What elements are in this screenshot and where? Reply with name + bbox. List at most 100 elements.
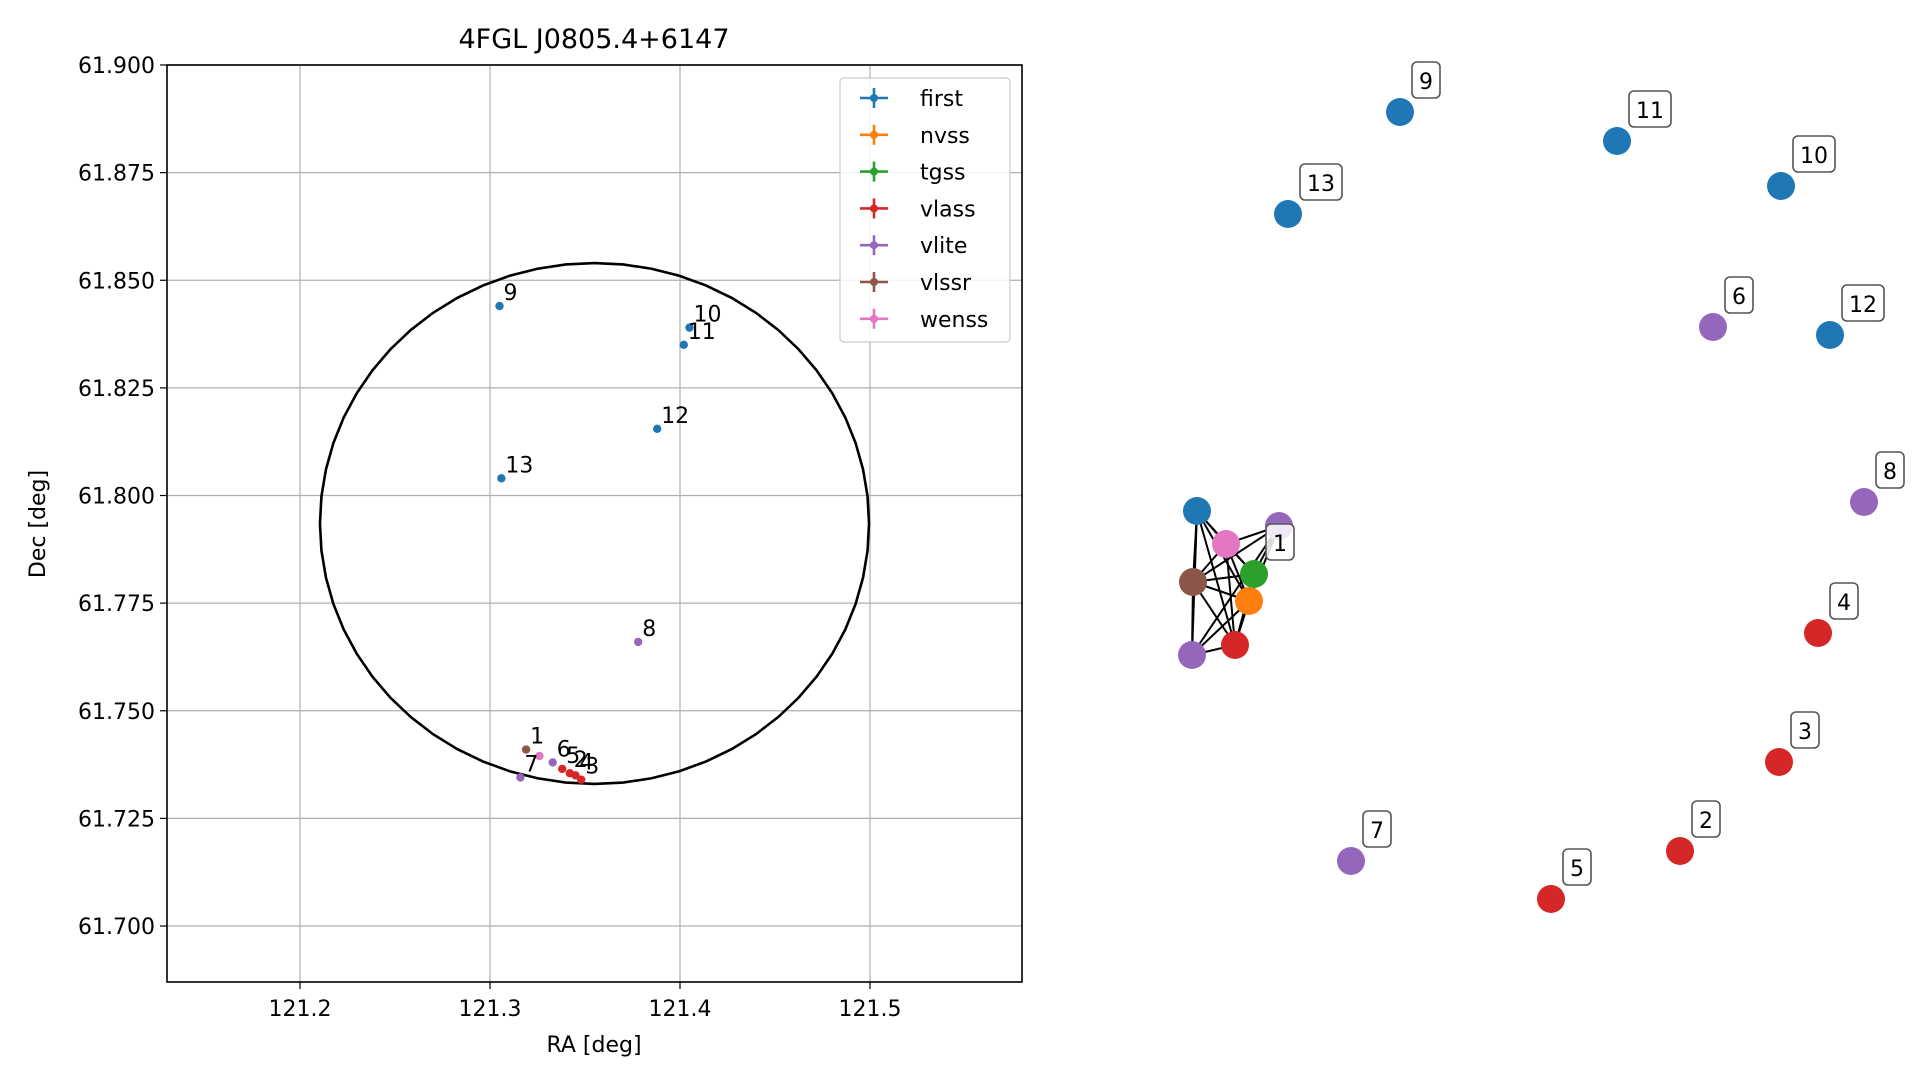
network-label: 7	[1370, 819, 1384, 844]
network-label-box	[1841, 284, 1885, 322]
source-label: 11	[688, 320, 716, 345]
legend-label: first	[920, 87, 963, 112]
plot-frame	[166, 64, 1023, 983]
network-label-box	[1411, 61, 1441, 99]
legend-marker	[870, 241, 878, 250]
chart-title: 4FGL J0805.4+6147	[458, 24, 729, 55]
network-label: 3	[1798, 720, 1812, 745]
ellipse-layer	[318, 261, 871, 786]
y-tick-label: 61.700	[78, 915, 155, 940]
x-tick-label: 121.5	[839, 997, 902, 1022]
network-label: 2	[1699, 809, 1713, 834]
source-label: 3	[585, 755, 599, 780]
x-tick-label: 121.2	[269, 997, 332, 1022]
source-point	[521, 745, 531, 754]
legend-marker	[870, 278, 878, 286]
legend-label: vlite	[920, 234, 967, 259]
source-label: 2	[574, 748, 588, 773]
network-label-box	[1691, 800, 1721, 838]
legend-entry: first	[860, 87, 963, 112]
legend-entry: vlass	[860, 197, 976, 222]
network-node	[1183, 497, 1211, 525]
network-node	[1240, 560, 1268, 588]
network-node	[1386, 98, 1414, 126]
legend-box	[839, 77, 1011, 343]
network-label: 1	[1273, 532, 1287, 557]
source-point	[634, 637, 643, 647]
y-tick-label: 61.900	[78, 54, 155, 79]
network-node	[1699, 313, 1727, 341]
legend-entry: tgss	[860, 161, 966, 186]
source-label: 5	[566, 744, 580, 769]
network-node	[1178, 641, 1206, 669]
legend-label: vlass	[920, 197, 976, 222]
legend-marker	[870, 130, 878, 139]
network-label-box	[1265, 523, 1295, 561]
source-label: 4	[580, 750, 594, 775]
network-node	[1274, 200, 1302, 228]
legend: first nvss tgss vlass vlite vlssr wenss	[839, 77, 1011, 343]
legend-label: vlssr	[920, 271, 972, 296]
network-label: 6	[1732, 285, 1746, 310]
network-label: 12	[1849, 293, 1877, 318]
network-node	[1221, 631, 1249, 659]
network-node	[1537, 885, 1565, 913]
network-nodes	[1178, 98, 1878, 913]
network-label-box	[1299, 163, 1343, 201]
network-edge	[1192, 525, 1280, 583]
y-axis-label: Dec [deg]	[26, 470, 51, 578]
y-tick-label: 61.825	[78, 377, 155, 402]
network-edge	[1191, 525, 1280, 656]
y-tick-label: 61.725	[78, 807, 155, 832]
source-label: 10	[694, 303, 722, 328]
source-point	[653, 424, 662, 433]
source-point	[571, 771, 580, 780]
network-node	[1804, 619, 1832, 647]
error-ellipse	[318, 261, 871, 786]
y-tick-label: 61.875	[78, 162, 155, 187]
source-point	[535, 751, 544, 761]
source-point	[497, 474, 506, 483]
legend-entry: wenss	[860, 308, 988, 333]
network-label-box	[1875, 451, 1905, 489]
x-tick-label: 121.4	[649, 997, 712, 1022]
network-node	[1816, 321, 1844, 349]
source-point	[577, 775, 586, 784]
legend-entry: nvss	[860, 124, 970, 149]
source-point	[558, 764, 567, 774]
x-axis-label: RA [deg]	[546, 1033, 641, 1058]
network-label: 11	[1636, 99, 1664, 124]
source-label: 12	[661, 404, 689, 429]
network-node	[1767, 172, 1795, 200]
network-label: 13	[1307, 172, 1335, 197]
network-label-box	[1829, 582, 1859, 620]
network-node	[1235, 587, 1263, 615]
source-label: 9	[504, 281, 518, 306]
source-label: 13	[505, 453, 533, 478]
source-label: 6	[557, 737, 571, 762]
legend-label: tgss	[920, 161, 966, 186]
network-label: 4	[1837, 591, 1851, 616]
source-point	[685, 323, 694, 332]
network-node	[1765, 748, 1793, 776]
network-node	[1603, 127, 1631, 155]
legend-marker	[870, 314, 878, 323]
x-tick-label: 121.3	[459, 997, 522, 1022]
network-node	[1212, 530, 1240, 558]
legend-marker	[870, 94, 878, 102]
network-label-box	[1724, 276, 1754, 314]
network-label-box	[1790, 711, 1820, 749]
source-point	[516, 773, 525, 782]
legend-marker	[870, 204, 878, 213]
network-label-box	[1362, 810, 1392, 848]
y-tick-label: 61.775	[78, 592, 155, 617]
source-label: 7	[524, 753, 538, 778]
network-labels: 9 11 10 13 6 12 8 4 3 2 5 7 1	[1265, 61, 1905, 886]
source-point	[495, 301, 504, 311]
y-tick-label: 61.800	[78, 485, 155, 510]
network-node	[1850, 488, 1878, 516]
network-label: 8	[1883, 460, 1897, 485]
network-node	[1666, 837, 1694, 865]
